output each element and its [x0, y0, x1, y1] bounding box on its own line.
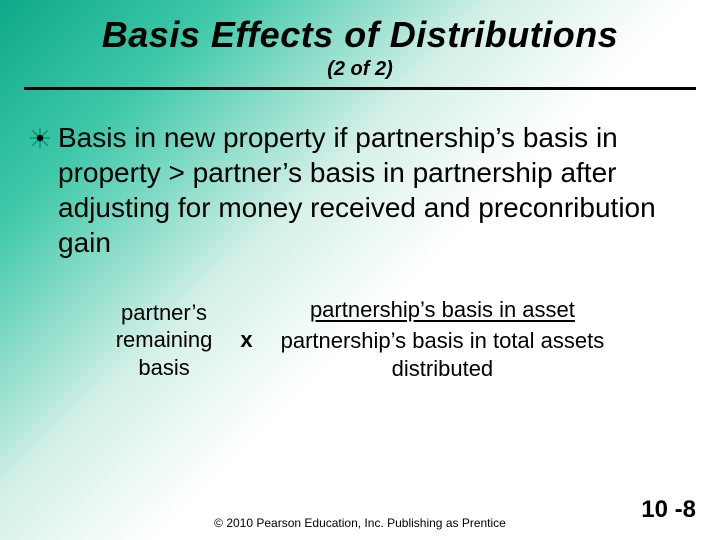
formula-denominator: partnership’s basis in total assets dist…	[281, 327, 605, 384]
slide-title: Basis Effects of Distributions	[28, 14, 692, 56]
bullet-text: Basis in new property if partnership’s b…	[58, 120, 690, 260]
slide-body: Basis in new property if partnership’s b…	[0, 90, 720, 384]
formula-left: partner’s remaining basis	[116, 299, 213, 382]
copyright-footer: © 2010 Pearson Education, Inc. Publishin…	[0, 516, 720, 530]
formula: partner’s remaining basis x partnership’…	[30, 296, 690, 384]
bullet-item: Basis in new property if partnership’s b…	[30, 120, 690, 260]
formula-fraction: partnership’s basis in asset partnership…	[281, 296, 605, 384]
title-block: Basis Effects of Distributions (2 of 2)	[0, 0, 720, 81]
formula-numerator: partnership’s basis in asset	[310, 296, 575, 327]
compass-bullet-icon	[30, 128, 50, 153]
formula-operator: x	[240, 327, 252, 353]
slide-number: 10 -8	[641, 496, 696, 524]
slide-subtitle: (2 of 2)	[28, 58, 692, 81]
